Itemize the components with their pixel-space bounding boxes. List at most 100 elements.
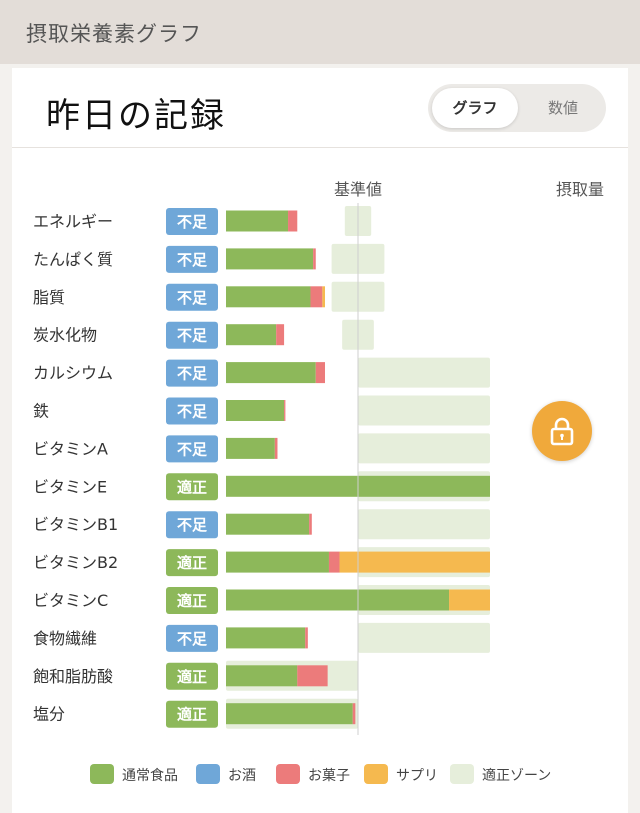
bar-segment-snack [309, 513, 312, 535]
bar-segment-snack [288, 210, 298, 232]
status-badge [166, 208, 218, 235]
legend-label: 通常食品 [122, 768, 178, 784]
toggle-value-button[interactable]: 数値 [547, 99, 578, 117]
status-badge-label: 適正 [177, 478, 207, 496]
status-badge [166, 587, 218, 614]
bar-segment-supplement [449, 589, 490, 611]
status-badge-label: 不足 [177, 403, 208, 421]
category-label: 脂質 [33, 288, 65, 307]
status-badge-label: 適正 [177, 592, 207, 610]
category-label: 鉄 [33, 402, 49, 421]
chart-row: ビタミンE 適正 [33, 471, 490, 502]
chart-row: 塩分 適正 [33, 698, 358, 729]
bar-segment-food [226, 627, 306, 649]
status-badge-label: 不足 [177, 289, 208, 307]
lock-icon [550, 417, 574, 446]
bar-segment-snack [284, 400, 286, 421]
bar-segment-food [226, 362, 316, 384]
category-label: ビタミンC [33, 591, 108, 610]
status-badge [166, 283, 218, 311]
unlock-values-button[interactable] [532, 401, 592, 461]
status-badge-label: 不足 [177, 516, 208, 534]
legend-label: お酒 [228, 768, 256, 784]
chart-row: 飽和脂肪酸 適正 [33, 660, 358, 691]
zone-rect [358, 622, 490, 653]
legend-label: お菓子 [308, 768, 350, 784]
status-badge [166, 549, 218, 577]
status-badge [166, 700, 218, 728]
legend-swatch [364, 764, 388, 784]
bar-segment-snack [297, 665, 328, 687]
chart-row: ビタミンB1 不足 [33, 509, 490, 540]
bar-segment-snack [313, 248, 316, 270]
zone-rect [358, 395, 490, 426]
bar-segment-snack [276, 324, 285, 346]
bar-segment-snack [305, 627, 308, 649]
bar-segment-snack [352, 703, 356, 725]
chart-row: カルシウム 不足 [33, 357, 490, 388]
status-badge-label: 不足 [177, 630, 208, 648]
status-badge-label: 不足 [177, 365, 208, 383]
bar-segment-snack [315, 362, 325, 384]
category-label: 塩分 [33, 705, 65, 724]
reference-axis-label: 基準値 [334, 180, 382, 199]
legend-swatch [276, 764, 300, 784]
chart-row: 鉄 不足 [33, 395, 490, 426]
bar-segment-supplement [322, 286, 325, 308]
bar-segment-food [226, 551, 329, 573]
category-label: カルシウム [33, 364, 113, 383]
status-badge-label: 不足 [177, 213, 208, 231]
status-badge [166, 397, 218, 425]
category-label: エネルギー [33, 212, 113, 231]
page-title: 摂取栄養素グラフ [26, 22, 202, 46]
toggle-graph-button[interactable]: グラフ [432, 88, 518, 128]
card-heading: 昨日の記録 [46, 96, 226, 136]
zone-rect [358, 433, 490, 464]
status-badge-label: 適正 [177, 668, 207, 686]
legend-swatch [450, 764, 474, 784]
bar-segment-food [226, 665, 298, 687]
status-badge [166, 624, 218, 652]
chart-row: ビタミンC 適正 [33, 585, 490, 615]
status-badge [166, 321, 218, 349]
chart-row: 炭水化物 不足 [33, 319, 374, 350]
app-header: 摂取栄養素グラフ [0, 0, 640, 64]
intake-column-header: 摂取量 [556, 180, 604, 199]
bar-segment-food [226, 210, 289, 232]
category-label: 飽和脂肪酸 [33, 667, 113, 686]
chart-row: たんぱく質 不足 [33, 243, 385, 274]
view-toggle: グラフ 数値 [428, 84, 606, 132]
status-badge-label: 適正 [177, 706, 207, 724]
category-label: ビタミンA [33, 439, 108, 458]
bar-segment-snack [310, 286, 323, 308]
status-badge-label: 不足 [177, 327, 208, 345]
category-label: ビタミンE [33, 477, 107, 496]
category-label: たんぱく質 [33, 250, 113, 269]
status-badge [166, 359, 218, 387]
bar-segment-food [226, 589, 450, 611]
category-label: 食物繊維 [33, 629, 97, 648]
bar-segment-food [226, 324, 277, 346]
status-badge [166, 511, 218, 539]
category-label: 炭水化物 [33, 326, 97, 345]
status-badge [166, 473, 218, 501]
category-label: ビタミンB2 [33, 553, 118, 572]
bar-segment-food [226, 437, 275, 459]
status-badge-label: 不足 [177, 251, 208, 269]
bar-segment-supplement [339, 551, 490, 573]
bar-segment-food [226, 513, 310, 535]
chart-row: エネルギー 不足 [33, 206, 372, 236]
status-badge [166, 435, 218, 463]
bar-segment-food [226, 703, 353, 725]
legend-swatch [90, 764, 114, 784]
chart-legend: 通常食品 お酒 お菓子 サプリ 適正ゾーン [0, 762, 640, 786]
chart-row: ビタミンA 不足 [33, 433, 490, 464]
bar-segment-food [226, 400, 285, 421]
status-badge-label: 適正 [177, 554, 207, 572]
legend-label: 適正ゾーン [482, 768, 552, 784]
category-label: ビタミンB1 [33, 515, 118, 534]
status-badge-label: 不足 [177, 440, 208, 458]
status-badge [166, 662, 218, 690]
